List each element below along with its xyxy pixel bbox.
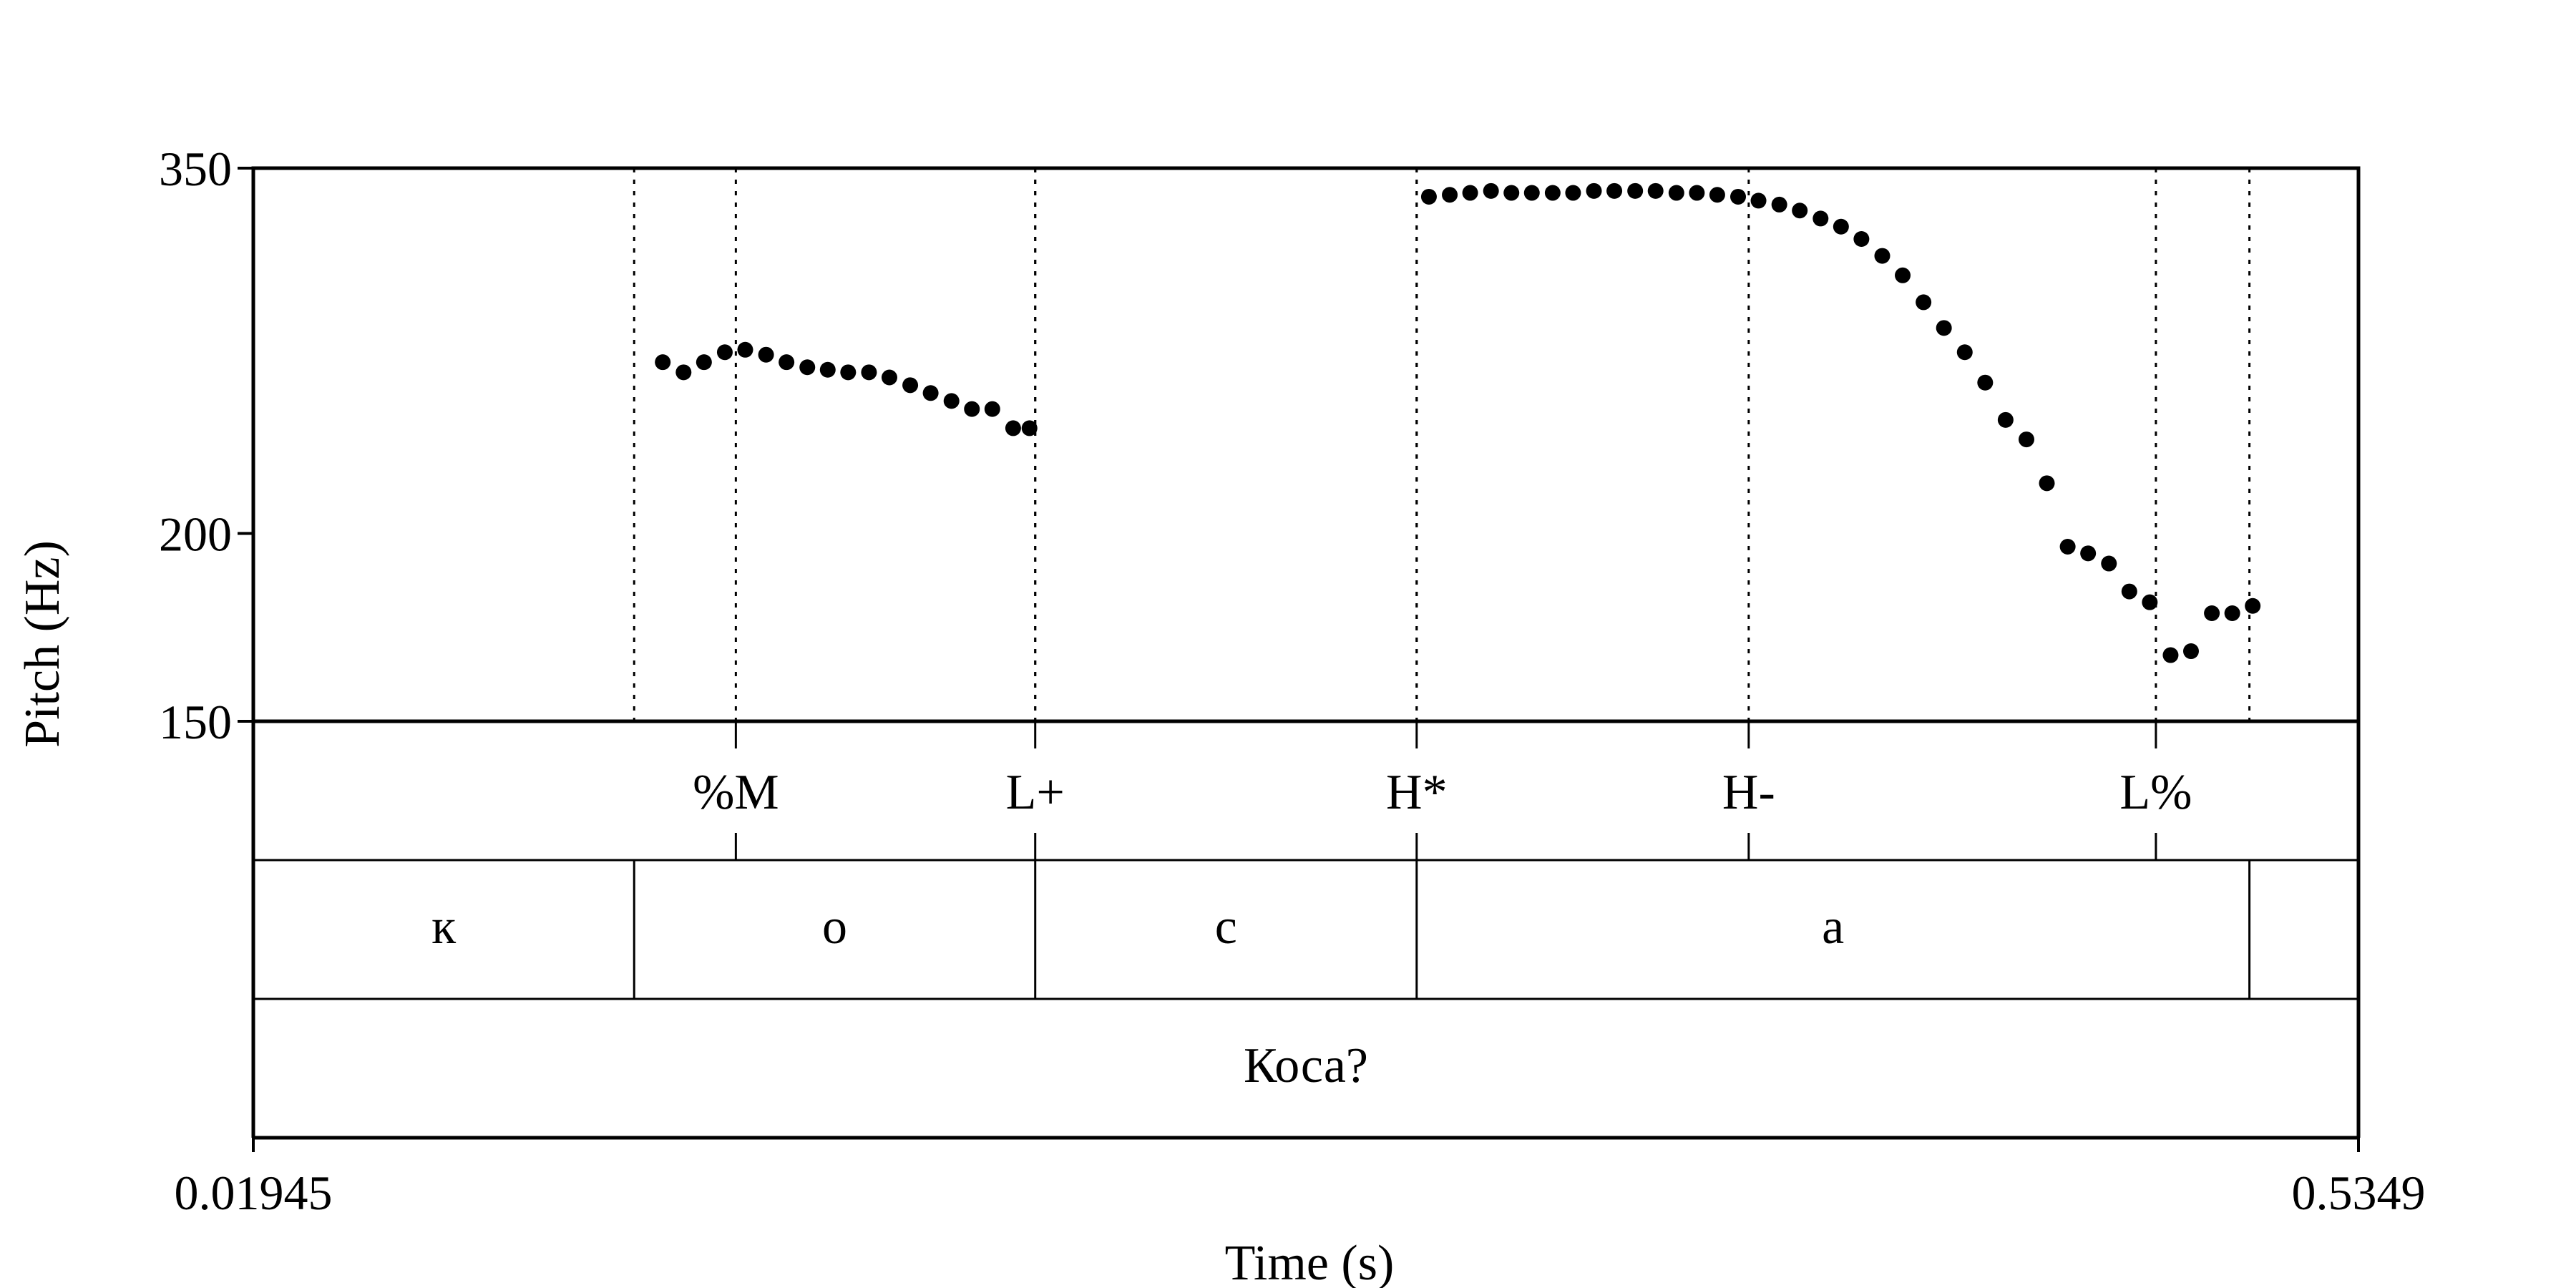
pitch-point-29	[1627, 182, 1644, 199]
pitch-point-7	[799, 359, 816, 376]
pitch-point-53	[2121, 583, 2137, 600]
x-tick-label-1: 0.5349	[2292, 1166, 2426, 1220]
pitch-point-38	[1813, 210, 1829, 227]
pitch-point-11	[881, 369, 897, 386]
pitch-point-5	[758, 346, 774, 363]
segment-label-1: о	[822, 899, 847, 955]
pitch-point-51	[2080, 545, 2097, 562]
tone-label-2: H*	[1386, 765, 1448, 820]
x-axis-title: Time (s)	[1225, 1236, 1395, 1288]
tone-label-4: L%	[2119, 765, 2192, 820]
pitch-point-25	[1544, 185, 1561, 201]
pitch-point-28	[1606, 182, 1623, 199]
pitch-point-30	[1647, 182, 1664, 199]
pitch-point-59	[2245, 597, 2261, 614]
pitch-point-14	[943, 393, 960, 409]
pitch-point-26	[1565, 185, 1581, 201]
word-tier: Коса?	[1244, 1038, 1368, 1093]
pitch-plot-frame	[251, 166, 2361, 723]
pitch-point-23	[1503, 185, 1520, 201]
pitch-point-46	[1977, 374, 1994, 391]
x-tick-label-0: 0.01945	[175, 1166, 333, 1220]
pitch-point-41	[1874, 248, 1890, 264]
pitch-point-19	[1420, 188, 1437, 205]
pitch-point-8	[819, 361, 836, 378]
pitch-point-47	[1997, 411, 2014, 428]
y-tick-label-0: 350	[159, 142, 232, 196]
pitch-point-39	[1833, 218, 1849, 235]
pitch-point-22	[1483, 182, 1499, 199]
pitch-point-58	[2224, 605, 2240, 621]
y-tick-label-1: 200	[159, 507, 232, 562]
tone-label-1: L+	[1006, 765, 1065, 820]
pitch-point-0	[655, 354, 671, 371]
pitch-point-24	[1523, 185, 1540, 201]
pitch-point-10	[861, 364, 877, 381]
pitch-point-37	[1792, 203, 1808, 219]
tone-label-0: %M	[693, 765, 779, 820]
pitch-point-42	[1895, 267, 1911, 283]
pitch-point-18	[1021, 420, 1038, 436]
pitch-point-31	[1668, 185, 1684, 201]
pitch-point-43	[1916, 294, 1932, 311]
pitch-point-36	[1771, 196, 1787, 213]
pitch-point-21	[1462, 185, 1478, 201]
pitch-point-34	[1730, 188, 1747, 205]
pitch-point-9	[840, 364, 857, 381]
pitch-point-32	[1689, 185, 1705, 201]
segment-label-3: а	[1822, 899, 1844, 955]
pitch-point-27	[1586, 182, 1602, 199]
pitch-point-3	[716, 344, 733, 361]
pitch-point-17	[1005, 420, 1021, 436]
pitch-point-49	[2039, 475, 2055, 492]
pitch-point-2	[696, 354, 712, 371]
y-axis-title: Pitch (Hz)	[15, 540, 70, 748]
pitch-point-45	[1956, 344, 1973, 361]
pitch-point-57	[2204, 605, 2220, 621]
pitch-point-13	[922, 385, 939, 401]
pitch-point-33	[1709, 187, 1725, 203]
segment-label-2: с	[1215, 899, 1237, 955]
pitch-point-6	[779, 354, 795, 371]
pitch-point-48	[2018, 431, 2034, 448]
x-axis: 0.01945 0.5349	[175, 1138, 2426, 1220]
y-axis: 350 200 150	[159, 142, 253, 749]
pitch-point-4	[737, 341, 753, 358]
pitch-point-50	[2059, 538, 2076, 555]
pitch-point-16	[984, 401, 1000, 417]
segment-boundaries	[633, 168, 2251, 999]
segment-label-0: к	[431, 899, 457, 955]
pitch-point-54	[2142, 594, 2158, 610]
pitch-points	[655, 182, 2261, 663]
tone-label-3: H-	[1722, 765, 1775, 820]
y-tick-label-2: 150	[159, 695, 232, 749]
pitch-point-35	[1750, 192, 1767, 209]
pitch-point-20	[1442, 187, 1458, 203]
pitch-point-40	[1853, 231, 1870, 248]
pitch-point-55	[2162, 647, 2179, 663]
pitch-point-44	[1936, 320, 1952, 336]
pitch-point-15	[964, 401, 980, 417]
pitch-point-52	[2101, 555, 2117, 572]
word-label-0: Коса?	[1244, 1038, 1368, 1093]
pitch-point-56	[2182, 643, 2199, 660]
pitch-point-1	[675, 364, 692, 381]
tone-tier: %M L+ H* H- L%	[693, 168, 2192, 860]
pitch-point-12	[902, 377, 919, 394]
